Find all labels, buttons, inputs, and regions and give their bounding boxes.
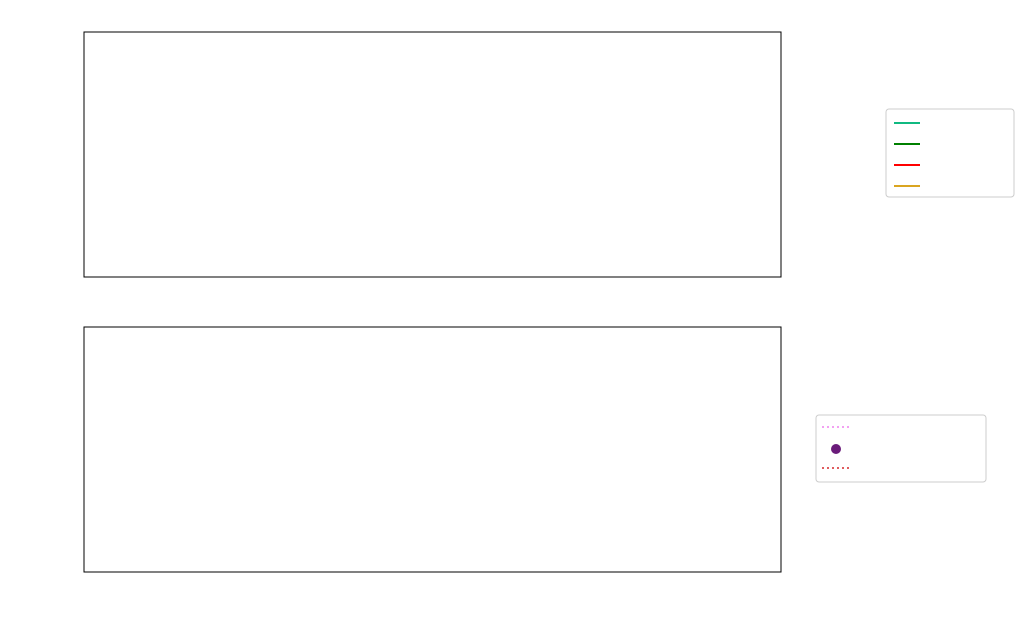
top-plot-frame xyxy=(83,31,782,278)
top-legend xyxy=(885,108,1015,198)
bottom-plot-frame xyxy=(83,326,782,573)
legend-swatch-individual-fitness xyxy=(831,444,841,454)
bottom-chart xyxy=(83,326,987,573)
bottom-legend xyxy=(815,414,987,483)
bottom-legend-box xyxy=(815,414,987,483)
top-chart xyxy=(83,31,1015,278)
top-legend-box xyxy=(885,108,1015,198)
